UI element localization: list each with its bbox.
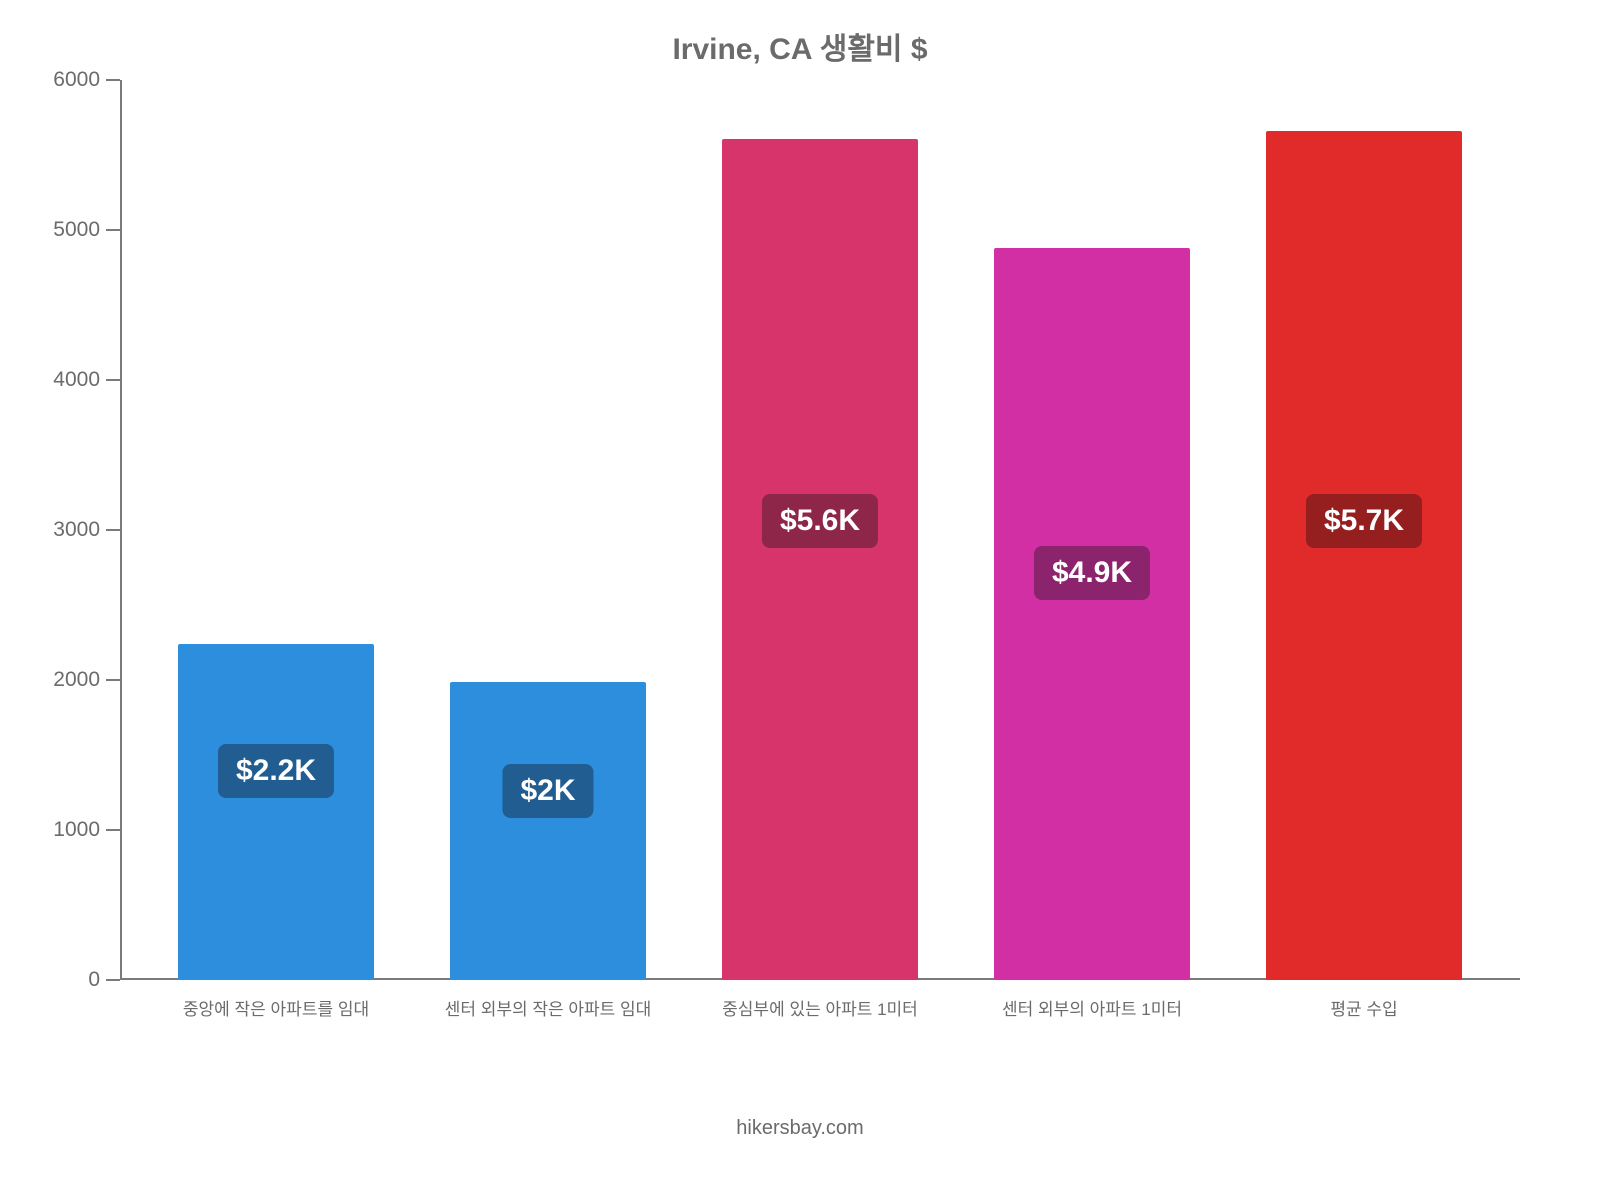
- chart-container: Irvine, CA 생활비 $ $2.2K $2K $5.6K $4.9K $5.7K…: [0, 0, 1600, 1200]
- y-tick-label: 4000: [53, 368, 100, 392]
- y-tick: [106, 829, 120, 831]
- y-tick-label: 0: [88, 968, 100, 992]
- y-tick: [106, 529, 120, 531]
- x-axis-label: 평균 수입: [1228, 995, 1500, 1020]
- x-axis-label: 센터 외부의 아파트 1미터: [956, 995, 1228, 1020]
- y-tick-label: 3000: [53, 518, 100, 542]
- y-tick: [106, 679, 120, 681]
- bar: $4.9K: [994, 248, 1190, 980]
- bar-data-label: $2K: [502, 764, 593, 818]
- y-tick: [106, 229, 120, 231]
- chart-title: Irvine, CA 생활비 $: [0, 24, 1600, 68]
- bars-group: $2.2K $2K $5.6K $4.9K $5.7K: [120, 80, 1520, 980]
- bar-data-label: $4.9K: [1034, 546, 1150, 600]
- bar: $2.2K: [178, 644, 374, 980]
- attribution-text: hikersbay.com: [0, 1117, 1600, 1140]
- x-axis-label: 중심부에 있는 아파트 1미터: [684, 995, 956, 1020]
- y-tick-label: 6000: [53, 68, 100, 92]
- x-axis-label: 중앙에 작은 아파트를 임대: [140, 995, 412, 1020]
- bar-data-label: $5.7K: [1306, 494, 1422, 548]
- bar-slot: $4.9K: [956, 80, 1228, 980]
- bar-slot: $5.7K: [1228, 80, 1500, 980]
- y-tick: [106, 79, 120, 81]
- bar-slot: $5.6K: [684, 80, 956, 980]
- bar-slot: $2.2K: [140, 80, 412, 980]
- x-axis-label: 센터 외부의 작은 아파트 임대: [412, 995, 684, 1020]
- bar-data-label: $2.2K: [218, 744, 334, 798]
- bar: $2K: [450, 682, 646, 981]
- x-axis-labels: 중앙에 작은 아파트를 임대센터 외부의 작은 아파트 임대중심부에 있는 아파…: [120, 995, 1520, 1020]
- plot-area: $2.2K$2K$5.6K$4.9K$5.7K 0100020003000400…: [120, 80, 1520, 980]
- y-tick-label: 5000: [53, 218, 100, 242]
- y-tick-label: 1000: [53, 818, 100, 842]
- y-tick: [106, 379, 120, 381]
- y-tick: [106, 979, 120, 981]
- bar-data-label: $5.6K: [762, 494, 878, 548]
- bar-slot: $2K: [412, 80, 684, 980]
- bar: $5.7K: [1266, 131, 1462, 980]
- y-tick-label: 2000: [53, 668, 100, 692]
- bar: $5.6K: [722, 139, 918, 981]
